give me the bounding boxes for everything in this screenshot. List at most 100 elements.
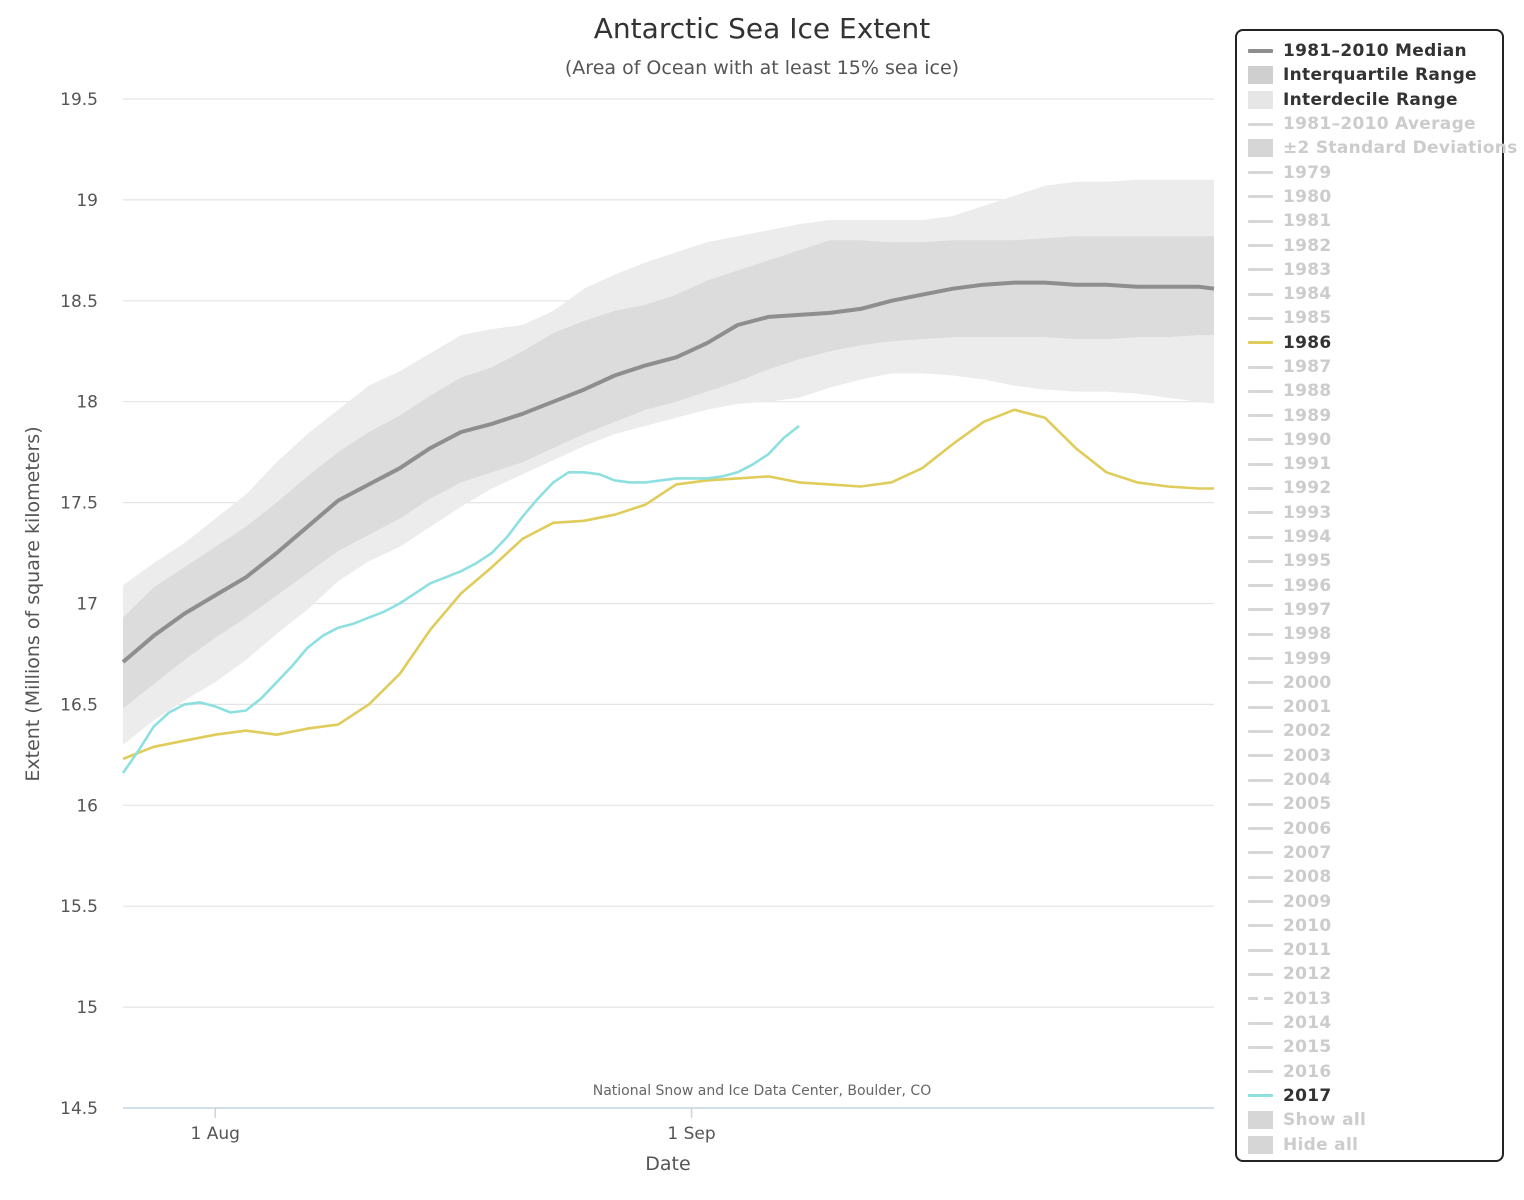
legend-item-2017[interactable]: 2017 xyxy=(1237,1084,1502,1108)
legend-item-show-all[interactable]: Show all xyxy=(1237,1108,1502,1132)
legend-item-1994[interactable]: 1994 xyxy=(1237,525,1502,549)
legend-label: 2005 xyxy=(1283,794,1332,815)
legend-item-1993[interactable]: 1993 xyxy=(1237,501,1502,525)
legend-item-2006[interactable]: 2006 xyxy=(1237,817,1502,841)
chart-credit: National Snow and Ice Data Center, Bould… xyxy=(593,1083,931,1099)
legend-item-2001[interactable]: 2001 xyxy=(1237,695,1502,719)
legend-label: 1987 xyxy=(1283,357,1332,377)
legend-label: 1984 xyxy=(1283,284,1332,305)
legend-swatch xyxy=(1248,966,1273,982)
legend-swatch xyxy=(1248,723,1273,739)
legend-label: 2014 xyxy=(1283,1013,1332,1034)
x-tick-label: 1 Aug xyxy=(190,1124,239,1144)
legend-swatch xyxy=(1248,408,1273,424)
legend-item-interquartile-range[interactable]: Interquartile Range xyxy=(1237,63,1502,87)
legend-item-1983[interactable]: 1983 xyxy=(1237,258,1502,282)
legend-swatch xyxy=(1248,894,1273,910)
y-tick-label: 17.5 xyxy=(60,494,98,514)
legend-label: 2002 xyxy=(1283,721,1332,742)
legend-item-1996[interactable]: 1996 xyxy=(1237,574,1502,598)
band-layer xyxy=(123,179,1214,745)
legend-label: Show all xyxy=(1283,1110,1367,1131)
legend-swatch xyxy=(1248,116,1273,132)
legend-swatch xyxy=(1248,383,1273,399)
y-tick-label: 14.5 xyxy=(60,1099,98,1119)
legend-item-2-standard-deviations[interactable]: ±2 Standard Deviations xyxy=(1237,136,1517,160)
legend-swatch xyxy=(1248,165,1273,181)
legend-item-interdecile-range[interactable]: Interdecile Range xyxy=(1237,88,1502,112)
legend-item-2009[interactable]: 2009 xyxy=(1237,889,1502,913)
legend-item-2000[interactable]: 2000 xyxy=(1237,671,1502,695)
legend-item-1999[interactable]: 1999 xyxy=(1237,646,1502,670)
legend-item-1981-2010-median[interactable]: 1981–2010 Median xyxy=(1237,39,1502,63)
legend-item-1990[interactable]: 1990 xyxy=(1237,428,1502,452)
legend-label: 2012 xyxy=(1283,964,1332,985)
legend-item-2002[interactable]: 2002 xyxy=(1237,719,1502,743)
y-axis: 14.5 15 15.5 16 16.5 17 17.5 18 18.5 19 19.5 xyxy=(60,90,98,1119)
legend-label: 1997 xyxy=(1283,599,1332,620)
legend-swatch xyxy=(1248,238,1273,254)
legend-item-1979[interactable]: 1979 xyxy=(1237,160,1502,184)
legend-item-2015[interactable]: 2015 xyxy=(1237,1035,1502,1059)
legend-item-1987[interactable]: 1987 xyxy=(1237,355,1502,379)
legend-swatch xyxy=(1248,553,1273,569)
y-tick-label: 17 xyxy=(76,595,98,615)
legend-item-1997[interactable]: 1997 xyxy=(1237,598,1502,622)
legend-item-1992[interactable]: 1992 xyxy=(1237,476,1502,500)
legend-label: 1980 xyxy=(1283,186,1332,207)
legend-item-2013[interactable]: 2013 xyxy=(1237,987,1502,1011)
y-tick-label: 19 xyxy=(76,191,98,211)
legend-label: 1979 xyxy=(1283,162,1332,183)
legend-item-2003[interactable]: 2003 xyxy=(1237,744,1502,768)
legend-item-1982[interactable]: 1982 xyxy=(1237,233,1502,257)
y-axis-title: Extent (Millions of square kilometers) xyxy=(22,426,44,781)
legend-item-1991[interactable]: 1991 xyxy=(1237,452,1502,476)
x-tick-label: 1 Sep xyxy=(667,1124,715,1144)
legend-item-2016[interactable]: 2016 xyxy=(1237,1059,1502,1083)
legend-swatch xyxy=(1248,213,1273,229)
y-tick-label: 15 xyxy=(76,998,98,1018)
x-axis: 1 Aug 1 Sep xyxy=(190,1108,716,1144)
legend-item-1989[interactable]: 1989 xyxy=(1237,403,1502,427)
chart-title: Antarctic Sea Ice Extent xyxy=(594,12,930,45)
series-2017-line xyxy=(121,424,800,774)
legend-label: 1992 xyxy=(1283,478,1332,499)
legend-swatch xyxy=(1248,869,1273,885)
legend: 1981–2010 Median Interquartile Range Inter… xyxy=(1235,29,1517,1162)
legend-swatch xyxy=(1248,505,1273,521)
legend-swatch xyxy=(1248,991,1273,1007)
legend-item-1980[interactable]: 1980 xyxy=(1237,185,1502,209)
legend-item-2011[interactable]: 2011 xyxy=(1237,938,1502,962)
legend-item-2004[interactable]: 2004 xyxy=(1237,768,1502,792)
legend-item-1995[interactable]: 1995 xyxy=(1237,549,1502,573)
legend-item-2014[interactable]: 2014 xyxy=(1237,1011,1502,1035)
legend-label: 2000 xyxy=(1283,672,1332,693)
legend-item-hide-all[interactable]: Hide all xyxy=(1237,1132,1502,1156)
legend-label: 1999 xyxy=(1283,648,1332,669)
legend-label: 2010 xyxy=(1283,915,1332,936)
legend-swatch xyxy=(1248,139,1273,158)
legend-item-2008[interactable]: 2008 xyxy=(1237,865,1502,889)
legend-item-1984[interactable]: 1984 xyxy=(1237,282,1502,306)
legend-item-2012[interactable]: 2012 xyxy=(1237,962,1502,986)
legend-item-1981[interactable]: 1981 xyxy=(1237,209,1502,233)
legend-item-1986[interactable]: 1986 xyxy=(1237,331,1502,355)
legend-swatch xyxy=(1248,821,1273,837)
legend-item-2005[interactable]: 2005 xyxy=(1237,792,1502,816)
legend-item-2007[interactable]: 2007 xyxy=(1237,841,1502,865)
legend-item-1988[interactable]: 1988 xyxy=(1237,379,1502,403)
legend-label: 2015 xyxy=(1283,1037,1332,1058)
legend-item-2010[interactable]: 2010 xyxy=(1237,914,1502,938)
legend-swatch xyxy=(1248,1015,1273,1031)
legend-swatch xyxy=(1248,66,1273,85)
x-axis-title: Date xyxy=(645,1153,690,1175)
legend-item-1998[interactable]: 1998 xyxy=(1237,622,1502,646)
y-tick-label: 15.5 xyxy=(60,897,98,917)
legend-item-1985[interactable]: 1985 xyxy=(1237,306,1502,330)
legend-item-1981-2010-average[interactable]: 1981–2010 Average xyxy=(1237,112,1502,136)
legend-label: 1982 xyxy=(1283,235,1332,256)
legend-swatch xyxy=(1248,845,1273,861)
legend-swatch xyxy=(1248,43,1273,59)
y-tick-label: 16.5 xyxy=(60,695,98,715)
